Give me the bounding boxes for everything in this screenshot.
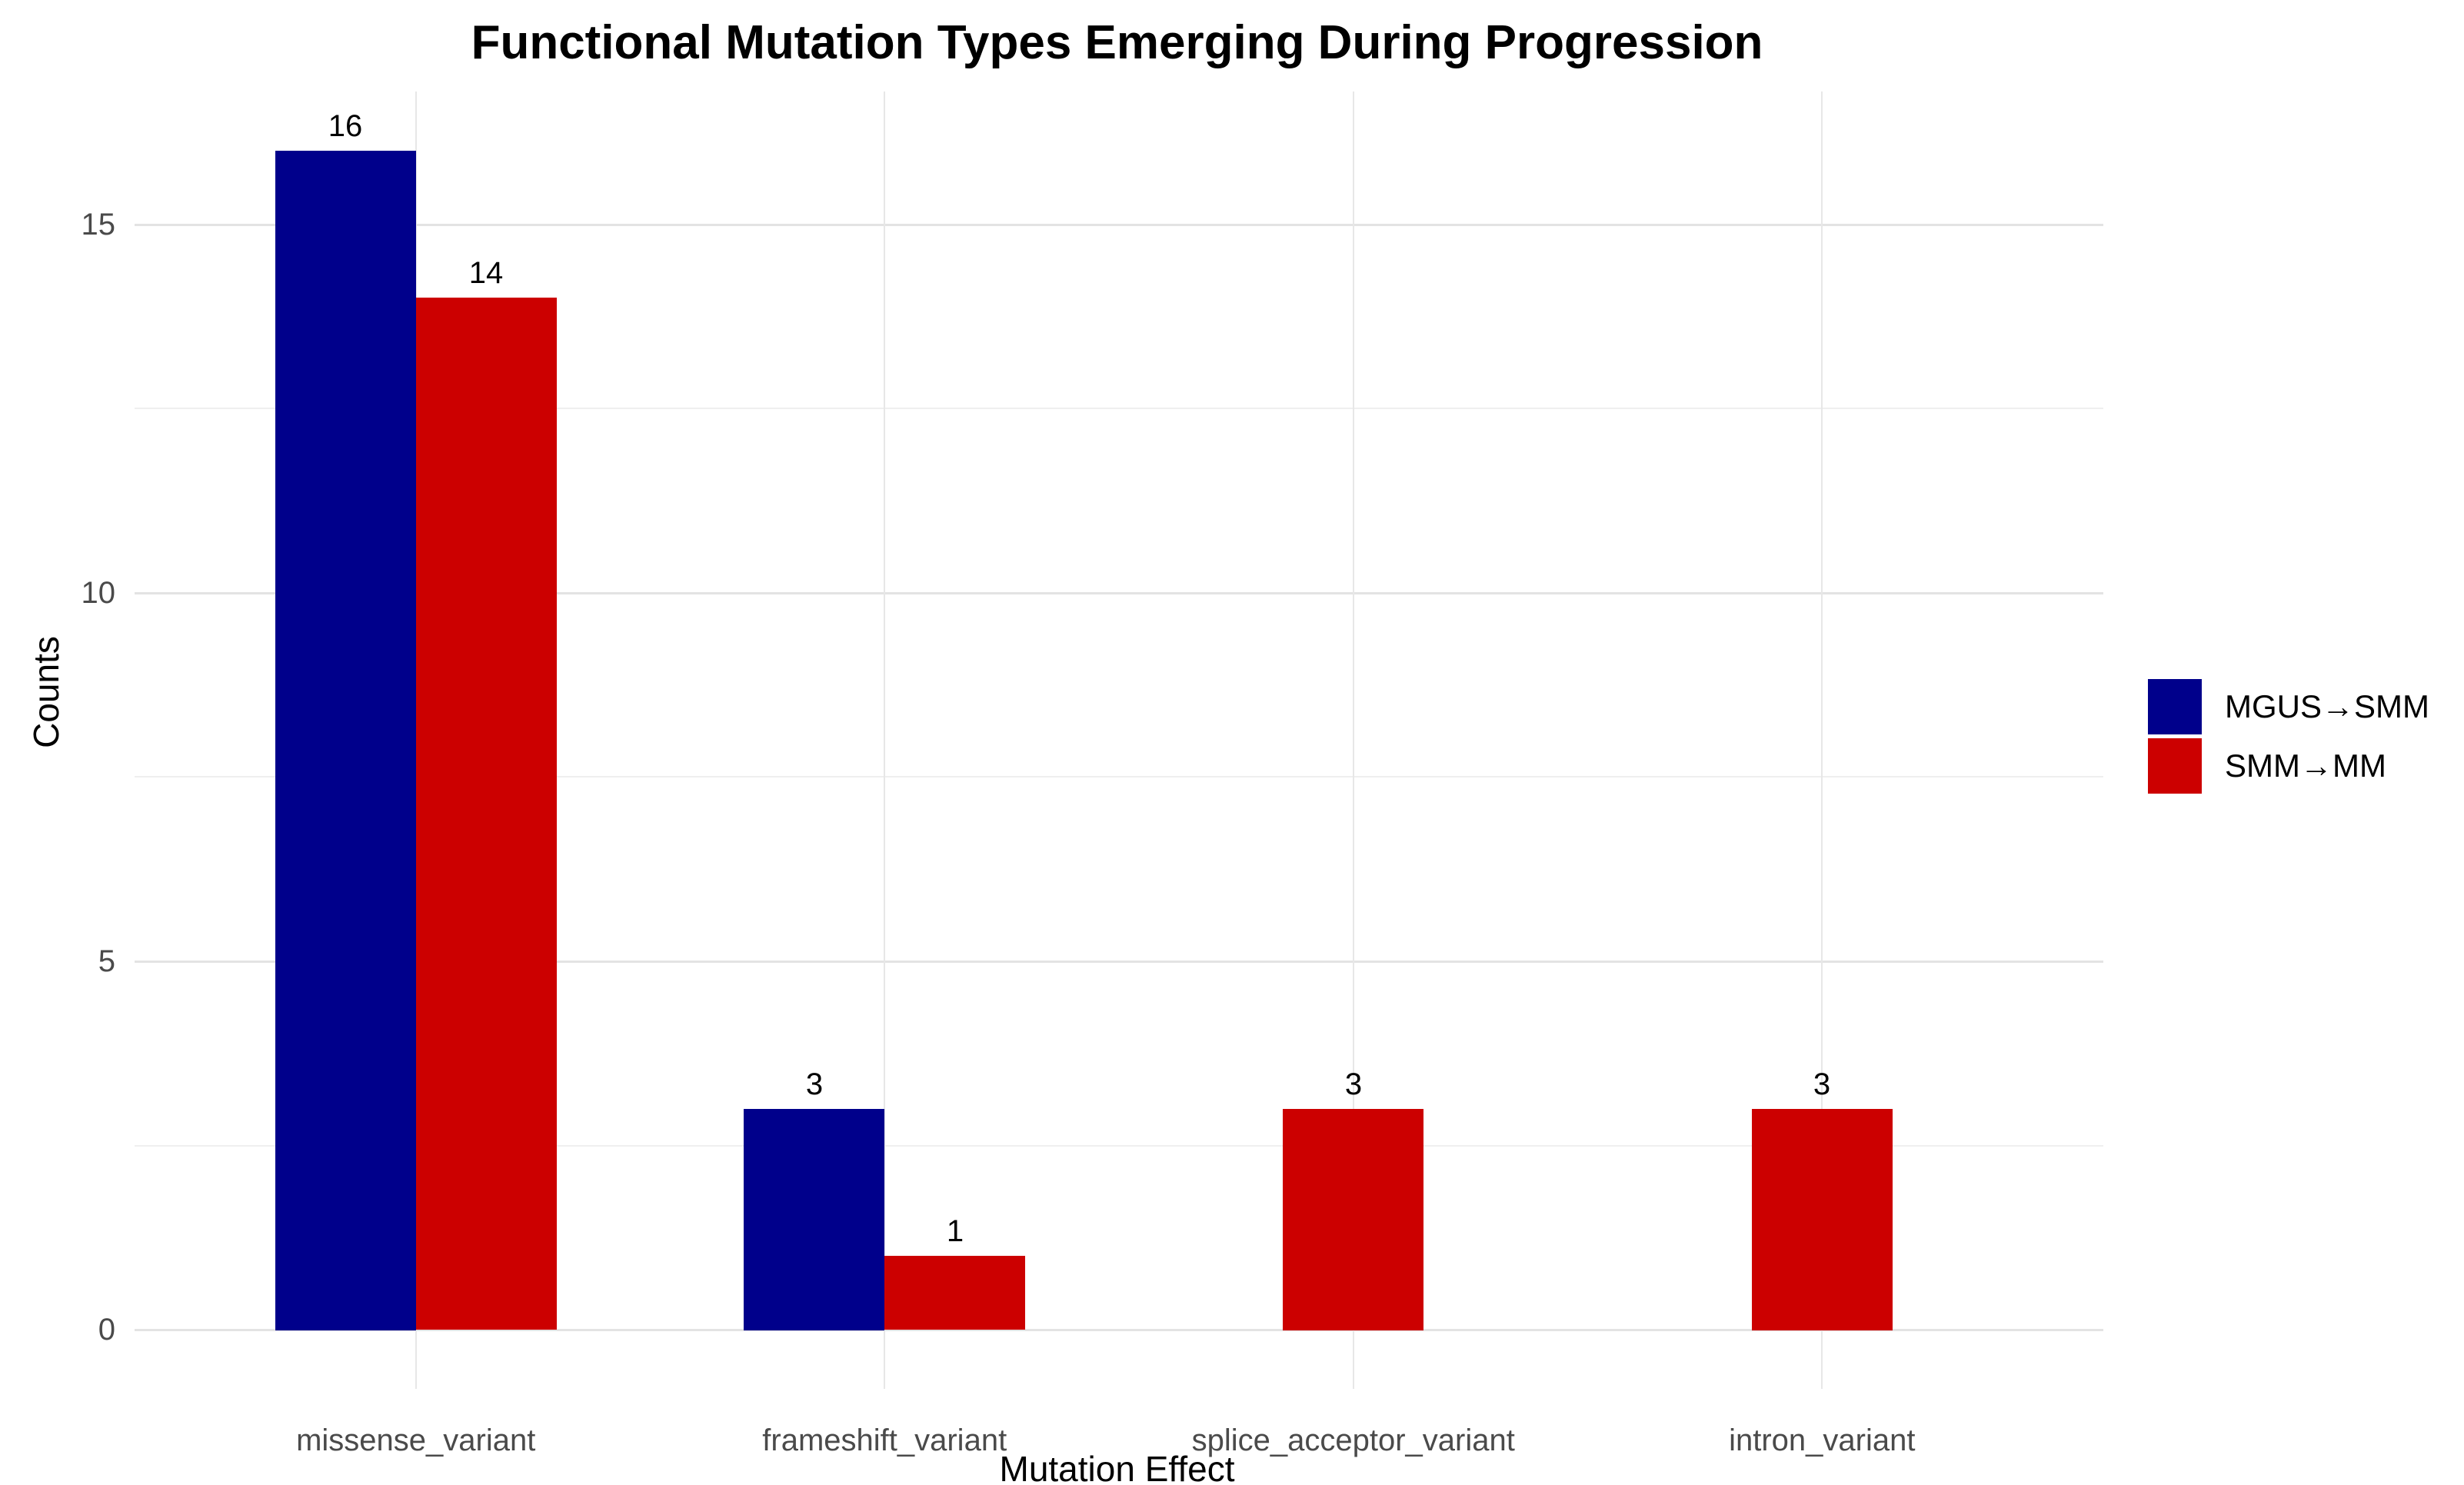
x-axis-title: Mutation Effect: [999, 1449, 1235, 1485]
x-tick-label: missense_variant: [296, 1423, 536, 1457]
gridline-major: [135, 591, 2103, 594]
bar-value-label: 16: [328, 109, 363, 143]
legend-label: SMM→MM: [2225, 747, 2386, 784]
gridline-minor: [135, 776, 2103, 778]
bar-value-label: 1: [946, 1214, 964, 1248]
bar-value-label: 3: [1813, 1067, 1831, 1101]
bar-value-label: 14: [468, 256, 504, 290]
bar-SMM→MM-splice_acceptor_variant: [1283, 1109, 1423, 1330]
bar-value-label: 3: [1344, 1067, 1363, 1101]
y-tick-label: 10: [81, 575, 116, 610]
y-tick-label: 5: [98, 944, 115, 979]
bar-MGUS→SMM-frameshift_variant: [744, 1109, 884, 1330]
gridline-major: [135, 961, 2103, 964]
gridline-major: [135, 223, 2103, 226]
bar-value-label: 3: [805, 1067, 824, 1101]
gridline-minor: [135, 408, 2103, 410]
gridline-major: [135, 1329, 2103, 1332]
legend-swatch: [2148, 679, 2202, 734]
legend-swatch: [2148, 738, 2202, 794]
legend-item: MGUS→SMM: [2148, 679, 2429, 734]
x-tick-label: frameshift_variant: [762, 1423, 1007, 1457]
gridline-vertical: [884, 92, 886, 1389]
gridline-vertical: [1821, 92, 1823, 1389]
x-tick-label: intron_variant: [1729, 1423, 1916, 1457]
x-tick-label: splice_acceptor_variant: [1191, 1423, 1515, 1457]
gridline-vertical: [1352, 92, 1354, 1389]
bar-SMM→MM-intron_variant: [1752, 1109, 1893, 1330]
y-tick-label: 15: [81, 207, 116, 241]
legend-item: SMM→MM: [2148, 738, 2429, 794]
bar-SMM→MM-frameshift_variant: [884, 1256, 1025, 1330]
y-tick-label: 0: [98, 1313, 115, 1347]
bar-SMM→MM-missense_variant: [416, 298, 557, 1330]
chart-title: Functional Mutation Types Emerging Durin…: [471, 16, 1763, 69]
legend: MGUS→SMM SMM→MM: [2148, 679, 2429, 797]
bar-MGUS→SMM-missense_variant: [275, 151, 416, 1330]
gridline-minor: [135, 1144, 2103, 1147]
y-axis-title: Counts: [26, 636, 66, 748]
legend-label: MGUS→SMM: [2225, 688, 2429, 724]
